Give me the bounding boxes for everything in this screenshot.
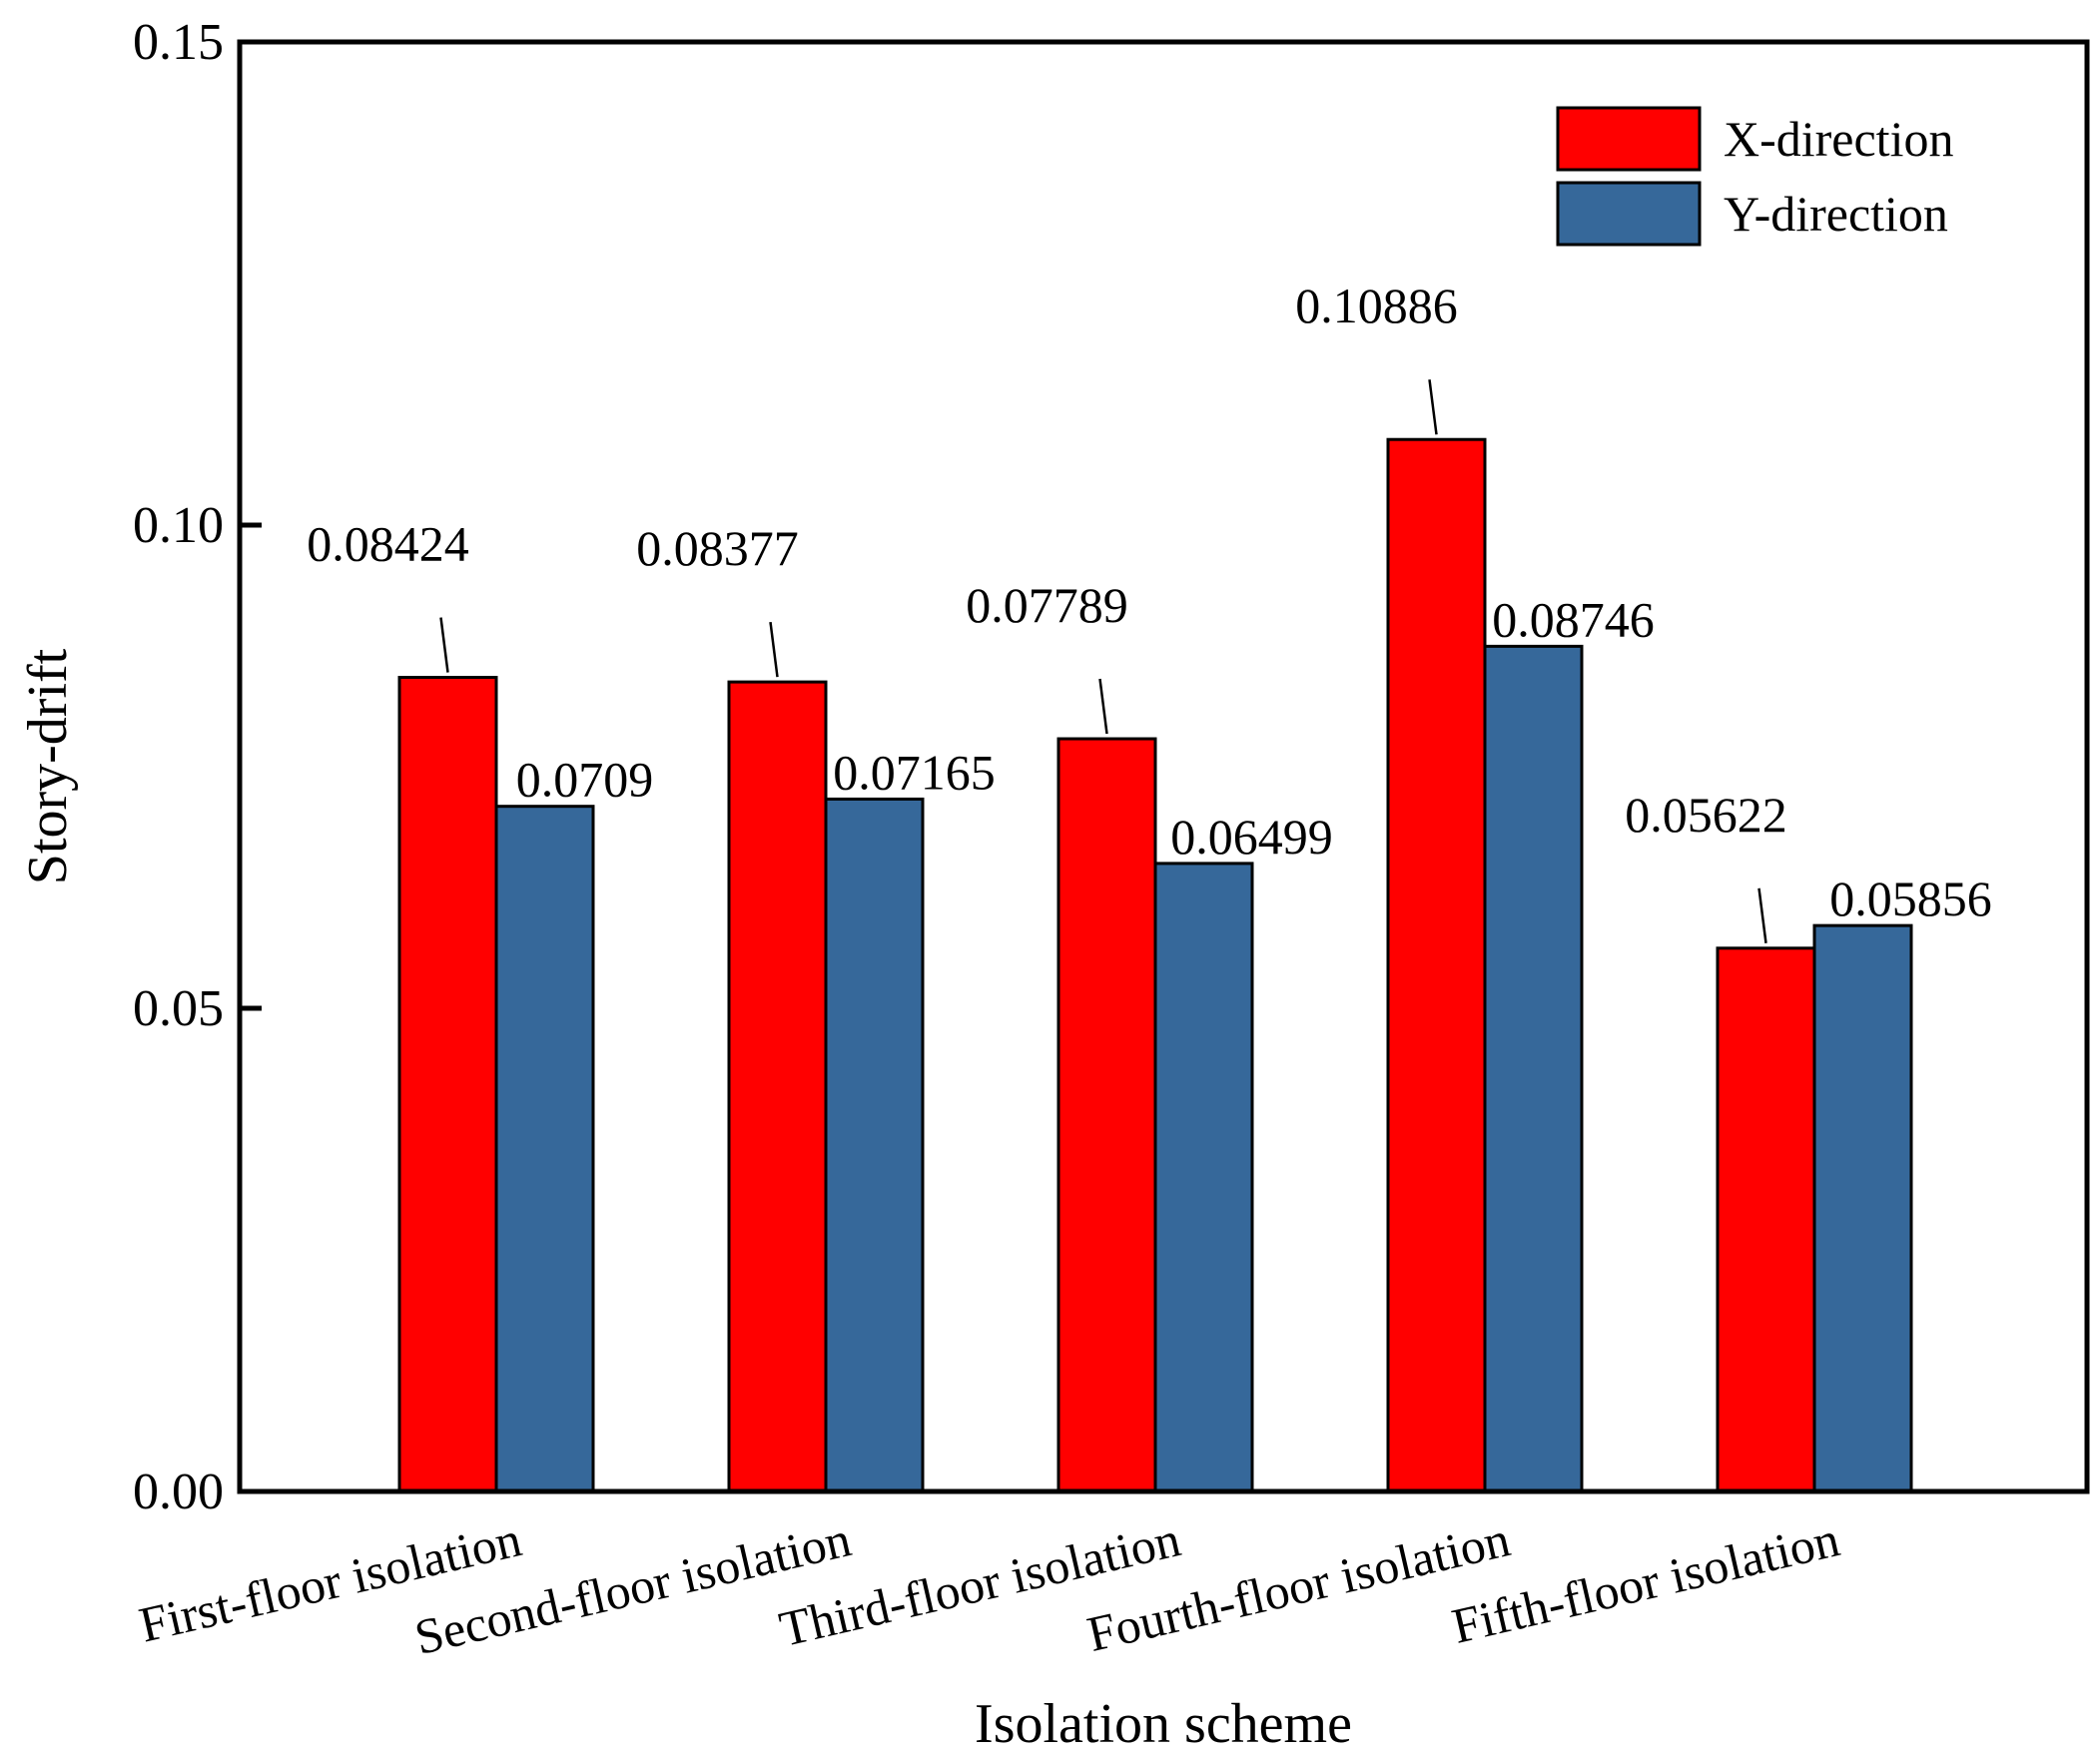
data-label-leader-line: [769, 621, 779, 678]
data-label-leader-line: [439, 617, 449, 673]
bars-layer: [397, 437, 1913, 1493]
data-label-x-direction-first-floor-isolation: 0.08424: [307, 516, 469, 572]
legend-swatch-y-direction: [1556, 181, 1702, 247]
y-tick-label: 0.05: [133, 980, 224, 1037]
bar-y-direction-fourth-floor-isolation: [1483, 644, 1584, 1493]
x-axis-title: Isolation scheme: [975, 1693, 1352, 1755]
y-tick-label: 0.10: [133, 497, 224, 554]
data-label-y-direction-first-floor-isolation: 0.0709: [516, 752, 654, 808]
bar-x-direction-first-floor-isolation: [397, 676, 498, 1493]
bar-y-direction-fifth-floor-isolation: [1812, 923, 1913, 1493]
data-label-y-direction-fifth-floor-isolation: 0.05856: [1829, 871, 1992, 926]
data-label-leader-line: [1098, 678, 1108, 735]
legend-label-y-direction: Y-direction: [1724, 186, 1948, 242]
data-label-y-direction-fourth-floor-isolation: 0.08746: [1492, 591, 1655, 647]
plot-area-frame: [237, 39, 2090, 1494]
data-label-x-direction-second-floor-isolation: 0.08377: [636, 520, 799, 576]
bar-x-direction-third-floor-isolation: [1056, 737, 1157, 1493]
y-axis-ticks: 0.00 0.05 0.10 0.15: [133, 14, 262, 1520]
legend: X-direction Y-direction: [1556, 106, 1953, 247]
y-tick-label: 0.00: [133, 1464, 224, 1520]
data-label-leader-line: [1757, 887, 1767, 943]
data-label-x-direction-fifth-floor-isolation: 0.05622: [1625, 787, 1787, 843]
bar-x-direction-fifth-floor-isolation: [1716, 946, 1816, 1493]
data-label-x-direction-fourth-floor-isolation: 0.10886: [1295, 278, 1458, 333]
y-axis-title: Story-drift: [17, 648, 79, 884]
legend-swatch-x-direction: [1556, 106, 1702, 172]
data-labels-layer: 0.08424 0.0709 0.08377 0.07165 0.07789 0.0649…: [307, 278, 1992, 943]
data-label-y-direction-third-floor-isolation: 0.06499: [1170, 809, 1333, 865]
data-label-x-direction-third-floor-isolation: 0.07789: [966, 577, 1128, 633]
data-label-y-direction-second-floor-isolation: 0.07165: [833, 744, 996, 800]
bar-y-direction-first-floor-isolation: [494, 805, 595, 1493]
y-tick-label: 0.15: [133, 14, 224, 71]
bar-x-direction-second-floor-isolation: [727, 680, 828, 1493]
bar-x-direction-fourth-floor-isolation: [1386, 437, 1487, 1493]
bar-y-direction-second-floor-isolation: [824, 797, 925, 1493]
data-label-leader-line: [1428, 379, 1438, 435]
bar-y-direction-third-floor-isolation: [1153, 862, 1254, 1493]
legend-label-x-direction: X-direction: [1724, 111, 1953, 167]
